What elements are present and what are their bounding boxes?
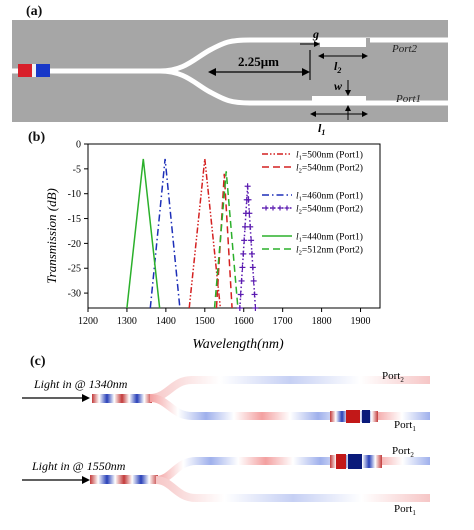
x-tick-label: 1400: [156, 316, 176, 327]
y-tick-label: 0: [76, 140, 81, 151]
x-tick-label: 1300: [117, 316, 137, 327]
panel-b-label: (b): [28, 130, 46, 145]
x-tick-label: 1900: [351, 316, 371, 327]
port1-label-1550: Port1: [394, 503, 416, 517]
y-axis-title: Transmission (dB): [44, 188, 59, 284]
light-in-1550-arrowhead: [82, 476, 90, 484]
series-point: [247, 223, 254, 230]
lower-branch-1340: [149, 394, 430, 420]
l2-arrow-left: [318, 53, 324, 59]
light-in-1550-label: Light in @ 1550nm: [31, 459, 126, 473]
w-arrowhead-bottom: [345, 105, 351, 111]
x-tick-label: 1500: [195, 316, 215, 327]
legend-entry: l2=540nm (Port2): [296, 204, 363, 216]
x-tick-label: 1600: [234, 316, 254, 327]
dimension-label: 2.25μm: [238, 54, 279, 69]
l2-label: l2: [334, 59, 341, 75]
series-point: [246, 210, 253, 217]
w-label: w: [334, 79, 343, 93]
series-point: [242, 223, 249, 230]
source-white: [32, 64, 36, 77]
w-arrowhead-top: [345, 90, 351, 96]
port1-output-1340-core2: [362, 410, 370, 423]
series-point: [241, 237, 248, 244]
series-point: [238, 277, 245, 284]
series-point: [244, 183, 251, 190]
x-axis-title: Wavelength(nm): [192, 337, 284, 352]
legend-entry: l1=440nm (Port1): [296, 232, 363, 244]
lower-branch-1550: [155, 476, 430, 502]
series-point: [251, 291, 258, 298]
plot-frame: [87, 143, 381, 309]
input-wg-1340: [92, 394, 152, 403]
light-in-1340-label: Light in @ 1340nm: [33, 377, 128, 391]
source-blue: [36, 64, 50, 77]
series-point: [250, 277, 257, 284]
legend-entry: l2=512nm (Port2): [296, 245, 363, 257]
panel-a-label: (a): [26, 4, 43, 19]
dimension-arrow-left: [208, 68, 216, 76]
lower-coupler-stub: [312, 96, 366, 105]
upper-coupler-stub: [320, 38, 366, 47]
y-tick-label: -25: [68, 264, 81, 275]
series-point: [252, 305, 259, 311]
y-tick-label: -10: [68, 189, 81, 200]
series-point: [248, 250, 255, 257]
transmission-chart: 1200 1300 1400 1500 1600 1700 1800 1900 0 -5 -10 -1…: [44, 140, 381, 352]
port2-label-1340: Port2: [382, 370, 404, 384]
y-tick-label: -30: [68, 289, 81, 300]
y-tick-label: -20: [68, 239, 81, 250]
input-waveguide: [12, 37, 448, 74]
port2-output-1550-core2: [336, 454, 346, 469]
x-tick-label: 1200: [78, 316, 98, 327]
gap-label: g: [312, 27, 319, 41]
x-tick-label: 1800: [312, 316, 332, 327]
series-point: [236, 305, 243, 311]
l1-arrow-left: [310, 111, 316, 117]
upper-coupler-gap: [366, 38, 370, 47]
lower-branch-waveguide: [159, 68, 448, 106]
series-line-4: [239, 186, 257, 309]
upper-branch-1550: [155, 457, 430, 484]
dimension-arrow-right: [302, 68, 310, 76]
series-line-3: [149, 158, 181, 309]
series-line-5: [126, 158, 161, 309]
series-point: [249, 264, 256, 271]
field-simulation: Light in @ 1340nm Port2 Port1 Light in @…: [22, 370, 430, 517]
device-schematic: 2.25μm g l2 w l1 Port2 Port1: [12, 20, 448, 137]
y-tick-label: -5: [73, 164, 81, 175]
series-point: [248, 237, 255, 244]
upper-branch-1340: [149, 376, 430, 402]
l2-arrow-right: [362, 53, 368, 59]
input-wg-1550: [90, 475, 158, 484]
series-point: [240, 250, 247, 257]
series-line-6: [213, 171, 239, 309]
panel-c-label: (c): [30, 354, 46, 369]
x-tick-label: 1700: [273, 316, 293, 327]
legend-entry: l2=540nm (Port2): [296, 163, 363, 175]
series-point: [237, 291, 244, 298]
light-in-1340-arrowhead: [82, 394, 90, 402]
legend-entry: l1=500nm (Port1): [296, 150, 363, 162]
l1-label: l1: [318, 121, 325, 137]
series-line-1: [188, 158, 222, 309]
series-point: [245, 196, 252, 203]
y-tick-label: -15: [68, 214, 81, 225]
port1-label: Port1: [395, 93, 421, 105]
port1-label-1340: Port1: [394, 419, 416, 433]
port2-output-1550-core: [348, 454, 362, 469]
port2-label: Port2: [391, 43, 418, 55]
series-point: [239, 264, 246, 271]
gap-arrowhead: [314, 41, 320, 47]
l1-arrow-right: [362, 111, 368, 117]
port2-label-1550: Port2: [392, 445, 414, 459]
legend-entry: l1=460nm (Port1): [296, 191, 363, 203]
port1-output-1340-core: [346, 410, 360, 423]
source-red: [18, 64, 32, 77]
